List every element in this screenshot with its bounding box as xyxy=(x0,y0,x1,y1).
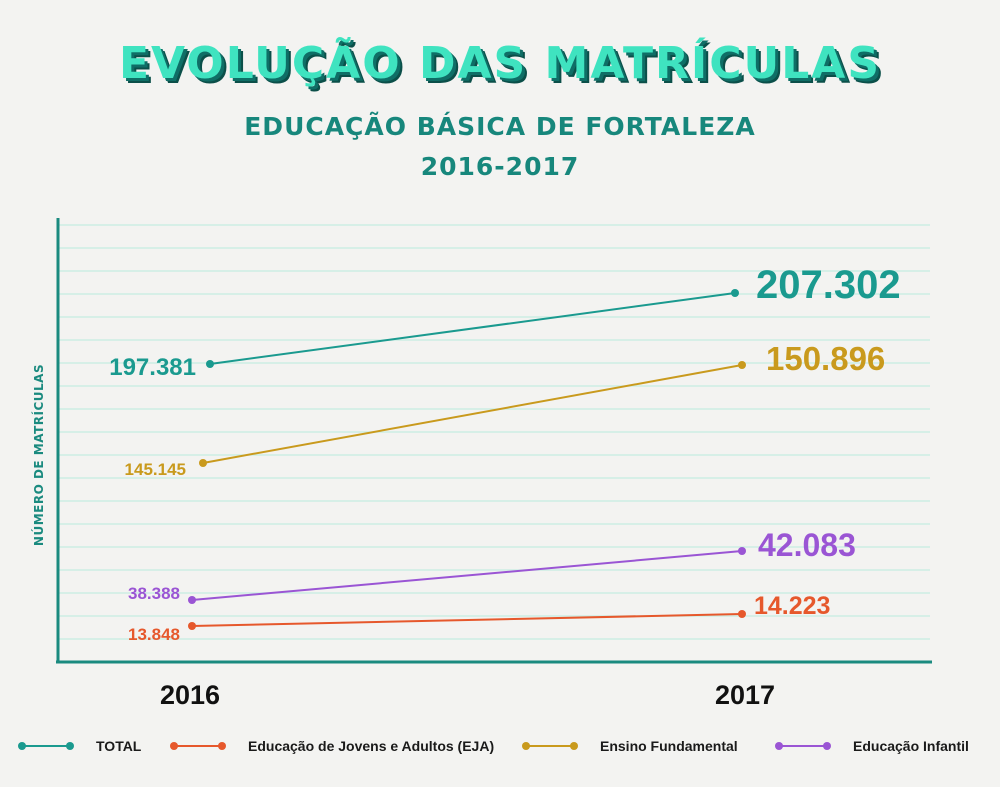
data-point-fundamental-2017 xyxy=(738,361,746,369)
data-label-fundamental-2017: 150.896 xyxy=(766,340,885,377)
data-point-eja-2016 xyxy=(188,622,196,630)
series-line-fundamental xyxy=(202,364,743,464)
legend: TOTAL Educação de Jovens e Adultos (EJA) E… xyxy=(0,736,1000,760)
data-label-infantil-2016: 38.388 xyxy=(128,584,180,603)
data-label-eja-2016: 13.848 xyxy=(128,625,180,644)
legend-item-total: TOTAL xyxy=(18,736,141,756)
data-point-total-2016 xyxy=(206,360,214,368)
series-line-eja xyxy=(191,613,743,627)
data-point-eja-2017 xyxy=(738,610,746,618)
series-line-total xyxy=(209,292,736,365)
data-label-eja-2017: 14.223 xyxy=(754,592,830,620)
x-tick-label: 2017 xyxy=(715,680,775,710)
data-point-fundamental-2016 xyxy=(199,459,207,467)
data-label-total-2017: 207.302 xyxy=(756,263,901,307)
data-point-infantil-2016 xyxy=(188,596,196,604)
data-label-total-2016: 197.381 xyxy=(109,354,196,381)
x-tick-label: 2016 xyxy=(160,680,220,710)
chart-title: EVOLUÇÃO DAS MATRÍCULAS xyxy=(118,38,882,89)
data-label-infantil-2017: 42.083 xyxy=(758,527,856,563)
legend-line-dot-icon xyxy=(522,736,578,756)
legend-line-dot-icon xyxy=(775,736,831,756)
chart-period: 2016-2017 xyxy=(420,152,580,181)
legend-label: Ensino Fundamental xyxy=(600,738,738,754)
legend-item-eja: Educação de Jovens e Adultos (EJA) xyxy=(170,736,494,756)
legend-label: Educação Infantil xyxy=(853,738,969,754)
chart-subtitle: EDUCAÇÃO BÁSICA DE FORTALEZA xyxy=(244,112,756,141)
line-chart: NÚMERO DE MATRÍCULAS 2016 2017 197.381 207.3… xyxy=(31,218,932,710)
legend-item-infantil: Educação Infantil xyxy=(775,736,969,756)
legend-item-fundamental: Ensino Fundamental xyxy=(522,736,738,756)
legend-label: TOTAL xyxy=(96,738,142,754)
series-line-infantil xyxy=(191,550,743,601)
data-label-fundamental-2016: 145.145 xyxy=(125,460,186,479)
legend-line-dot-icon xyxy=(18,736,74,756)
legend-line-dot-icon xyxy=(170,736,226,756)
legend-label: Educação de Jovens e Adultos (EJA) xyxy=(248,738,495,754)
y-axis-label: NÚMERO DE MATRÍCULAS xyxy=(31,364,46,546)
data-point-total-2017 xyxy=(731,289,739,297)
data-point-infantil-2017 xyxy=(738,547,746,555)
